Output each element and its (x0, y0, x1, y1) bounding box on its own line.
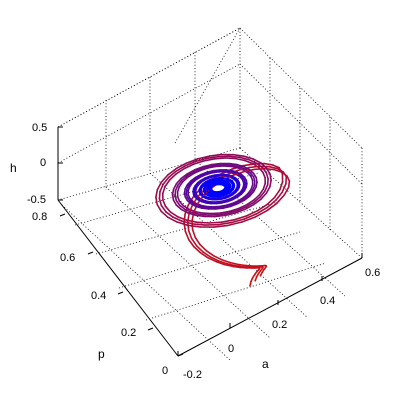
trajectory-segment (238, 265, 246, 266)
trajectory-segment (282, 184, 286, 192)
x-axis-label: a (262, 357, 269, 371)
trajectory-segment (264, 164, 273, 165)
y-tick-label: 0.6 (60, 252, 75, 264)
trajectory-segment (197, 222, 209, 223)
y-tick-label: 0.4 (91, 290, 106, 302)
ticks (58, 127, 362, 356)
trajectory-segment (156, 190, 158, 198)
trajectory-segment (216, 208, 224, 209)
trajectory-segment (266, 173, 268, 179)
trajectory-segment (159, 192, 160, 199)
trajectory-segment (270, 174, 271, 180)
trajectory-segment (163, 187, 165, 194)
trajectory-segment (202, 208, 209, 209)
trajectory-segment (159, 199, 161, 206)
y-tick-label: 0 (162, 365, 168, 377)
trajectory-segment (173, 195, 174, 200)
trajectory-segment (263, 172, 265, 177)
trajectory-segment (216, 203, 222, 204)
trajectory-series (156, 155, 290, 286)
trajectory-segment (188, 225, 201, 227)
trajectory-segment (173, 189, 174, 195)
y-axis-line (58, 200, 178, 356)
trajectory-segment (229, 164, 237, 165)
z-tick-label: -0.5 (27, 194, 46, 206)
z-tick-label: 0.5 (32, 122, 47, 134)
trajectory-segment (214, 225, 228, 227)
z-tick-label: 0 (40, 157, 46, 169)
axes (58, 127, 362, 356)
trajectory-segment (156, 197, 157, 204)
trajectory-segment (213, 170, 220, 171)
trajectory-segment (263, 183, 265, 189)
trajectory-segment (212, 213, 221, 214)
trajectory-segment (185, 232, 188, 240)
trajectory-segment (226, 158, 236, 159)
y-tick-label: 0.8 (32, 211, 47, 223)
trajectory-segment (193, 224, 205, 225)
trajectory-segment (203, 213, 212, 214)
x-tick-label: 0 (228, 343, 234, 355)
trajectory-segment (287, 176, 289, 181)
trajectory-segment (270, 180, 271, 187)
trajectory-segment (193, 230, 196, 238)
trajectory-segment (255, 169, 266, 170)
trajectory-segment (233, 155, 244, 157)
trajectory-segment (235, 266, 243, 267)
trajectory-segment (229, 156, 239, 157)
trajectory-segment (280, 182, 283, 190)
trajectory-segment (289, 181, 290, 187)
trajectory-segment (226, 165, 234, 166)
y-axis-label: p (98, 347, 105, 361)
trajectory-segment (212, 164, 221, 165)
trajectory-segment (209, 222, 221, 223)
x-tick-label: -0.2 (183, 369, 202, 381)
trajectory-segment (268, 179, 269, 185)
trajectory-segment (226, 170, 232, 171)
trajectory-segment (223, 185, 224, 186)
x-tick-labels: -0.2 0 0.2 0.4 0.6 (183, 267, 380, 381)
z-tick-labels: 0.5 0 -0.5 (27, 122, 47, 206)
z-axis-label: h (10, 161, 17, 175)
trajectory-segment (163, 200, 166, 206)
trajectory-segment (200, 214, 209, 215)
y-tick-label: 0.2 (121, 327, 136, 339)
trajectory-segment (189, 231, 192, 239)
x-tick-label: 0.6 (365, 267, 380, 279)
x-axis-line (178, 258, 362, 356)
trajectory-segment (216, 166, 224, 167)
x-tick-label: 0.2 (272, 319, 287, 331)
x-tick-label: 0.4 (320, 295, 335, 307)
trajectory-segment (277, 195, 285, 203)
trajectory-segment (215, 158, 226, 159)
